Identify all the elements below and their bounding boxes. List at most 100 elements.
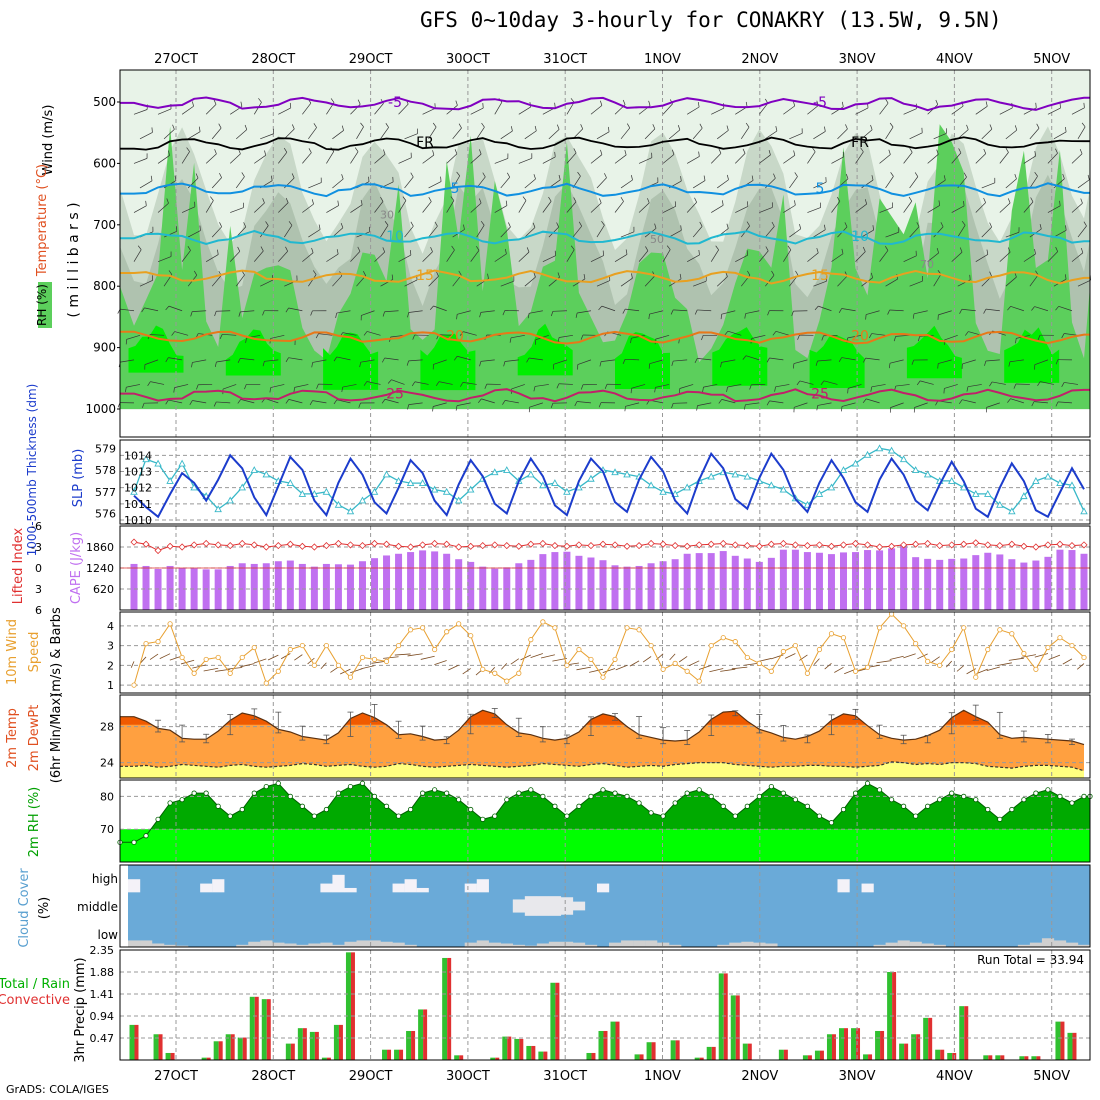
wind-barb-10m — [824, 662, 832, 670]
wind-barb — [380, 127, 389, 140]
wind-barb-10m — [876, 660, 892, 664]
rh-point — [143, 833, 149, 839]
wind-speed-point — [756, 660, 762, 666]
lifted-index-point — [1032, 543, 1040, 551]
precip-total-bar — [959, 1006, 965, 1060]
wind-barb-flag — [870, 386, 873, 392]
wind-barb — [168, 357, 183, 361]
wind-barb — [222, 384, 237, 390]
wind-barb-flag — [172, 124, 175, 130]
wind-barb — [920, 380, 934, 385]
cape-bar — [346, 564, 354, 610]
wind-barb — [566, 102, 575, 115]
wind-barb-flag — [288, 221, 293, 226]
wind-barb-flag — [718, 148, 722, 154]
wind-barb — [422, 201, 432, 213]
wind-barb — [716, 276, 728, 287]
wind-barb-flag — [451, 245, 455, 251]
wind-barb-flag — [726, 125, 729, 131]
wind-barb-flag — [265, 221, 269, 226]
precip-convective-bar — [459, 1055, 464, 1060]
wind-barb-10m — [813, 658, 820, 665]
wind-barb — [572, 278, 586, 287]
precip-convective-bar — [988, 1055, 993, 1060]
precip-convective-bar — [892, 972, 897, 1060]
wind-barb — [655, 334, 670, 340]
wind-barb — [470, 202, 482, 213]
precip-convective-bar — [1000, 1055, 1005, 1060]
wind-barb — [211, 177, 222, 189]
wind-barb — [692, 226, 703, 238]
wind-barb-flag — [677, 125, 681, 130]
wind-speed-point — [684, 668, 690, 674]
precip-total-bar — [899, 1043, 905, 1060]
rh-point — [299, 803, 305, 809]
wind-barb — [288, 307, 303, 312]
wind-barb-flag — [1087, 174, 1090, 180]
rh-point — [371, 793, 378, 800]
wind-barb-flag — [771, 221, 775, 227]
lifted-index-point — [623, 542, 631, 550]
wind-barb — [1071, 153, 1083, 164]
wind-barb-10m — [678, 656, 688, 663]
wind-barb-flag — [622, 308, 626, 314]
wind-speed-point — [1081, 654, 1087, 661]
wind-barb-flag — [479, 198, 482, 204]
cape-bar — [960, 558, 968, 610]
pressure-tick-label: 500 — [93, 95, 116, 109]
isotherm-label: FR — [416, 135, 434, 151]
rh-point — [756, 793, 762, 800]
wind-barb — [235, 176, 245, 189]
wind-barb-flag — [291, 173, 295, 179]
wind-barb-flag — [1007, 398, 1011, 403]
wind-barb — [765, 275, 775, 287]
rh-shade-bright — [809, 335, 865, 388]
wind-barb — [1053, 131, 1067, 140]
wind-barb — [735, 106, 748, 115]
wind-barb — [813, 229, 826, 238]
wind-barb-10m — [931, 656, 940, 663]
wind-barb-flag — [383, 149, 386, 155]
wind-barb-flag — [198, 126, 201, 132]
wind-barb-10m — [615, 665, 628, 671]
precip-convective-bar — [290, 1043, 295, 1060]
precip-total-bar — [1031, 1056, 1037, 1060]
cape-bar — [178, 568, 186, 610]
wind-barb-flag — [333, 399, 338, 405]
wind-barb — [211, 275, 222, 287]
cape-bar — [407, 552, 415, 610]
cloud-low-gap — [464, 942, 477, 947]
wind-barb — [889, 309, 904, 312]
wind-barb — [278, 107, 291, 115]
wind-barb-flag — [598, 402, 602, 408]
wind-barb-flag — [410, 221, 414, 227]
wind-barb-flag — [935, 400, 939, 406]
wind-barb-flag — [694, 197, 697, 203]
wind-barb — [566, 152, 577, 164]
wind-barb — [192, 359, 207, 363]
wind-barb-flag — [550, 311, 554, 317]
wind-barb-flag — [173, 387, 175, 393]
wind-barb — [211, 226, 222, 238]
wind-barb-flag — [1059, 200, 1061, 206]
wind-barb — [374, 103, 384, 115]
thickness-point — [154, 459, 162, 467]
wind-barb-flag — [238, 311, 241, 317]
wind-barb-flag — [959, 399, 963, 404]
wind-speed-point — [588, 656, 594, 663]
cape-bar — [190, 568, 198, 610]
cloud-low-gap — [500, 943, 513, 947]
wind-barb — [187, 131, 201, 140]
wind-barb — [944, 384, 958, 389]
wind-barb-flag — [983, 308, 987, 314]
wind-barb — [577, 310, 592, 314]
wind-barb-flag — [989, 381, 993, 387]
cape-bar — [563, 551, 571, 610]
wind-speed-point — [985, 646, 991, 653]
wind-barb-flag — [168, 270, 173, 275]
slp-tick-label: 1011 — [124, 498, 152, 511]
precip-total-bar — [935, 1049, 941, 1060]
wind-barb-flag — [766, 357, 770, 363]
rh-point — [239, 806, 245, 813]
